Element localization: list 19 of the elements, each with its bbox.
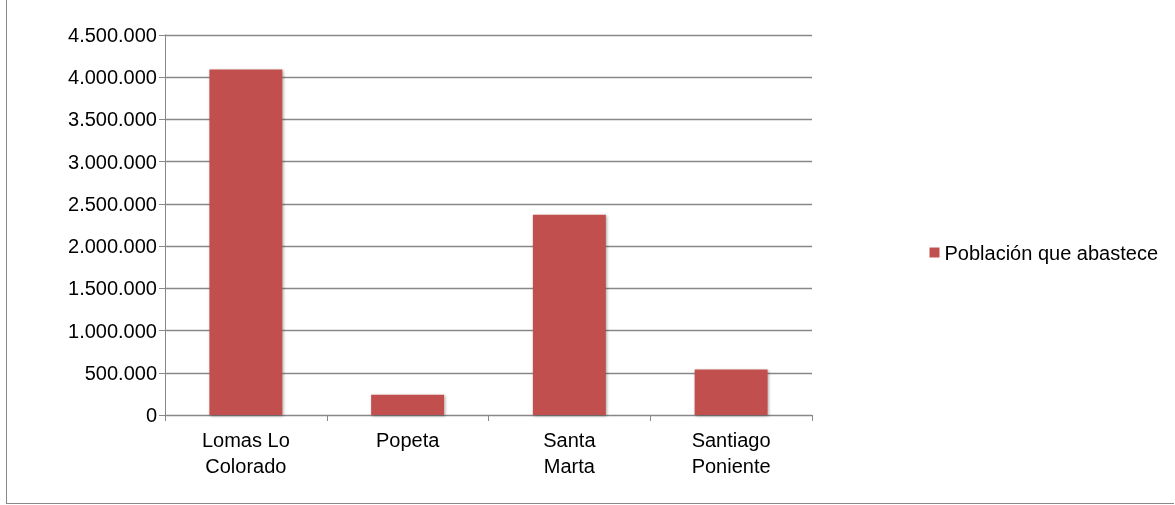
y-tick-label: 1.500.000 <box>68 277 157 300</box>
bar <box>371 394 445 415</box>
bar <box>694 369 768 415</box>
x-tick-label: Popeta <box>375 429 441 451</box>
y-tick-label: 500.000 <box>84 361 157 384</box>
x-tick-label: Santa Marta <box>543 429 597 477</box>
y-tick-label: 0 <box>145 404 157 426</box>
y-tick-label: 2.500.000 <box>68 192 157 215</box>
y-tick-label: 4.000.000 <box>68 66 157 89</box>
y-tick-label: 3.500.000 <box>68 108 157 131</box>
legend-label: Población que abastece <box>944 241 1158 264</box>
x-tick-label: Santiago Poniente <box>691 429 771 477</box>
x-tick-label: Lomas Lo Colorado <box>201 429 290 477</box>
bar <box>532 214 606 415</box>
y-tick-label: 2.000.000 <box>68 235 157 258</box>
y-tick-label: 3.000.000 <box>68 150 157 173</box>
bar <box>209 69 283 415</box>
y-tick-label: 4.500.000 <box>68 24 157 46</box>
y-tick-label: 1.000.000 <box>68 319 157 342</box>
